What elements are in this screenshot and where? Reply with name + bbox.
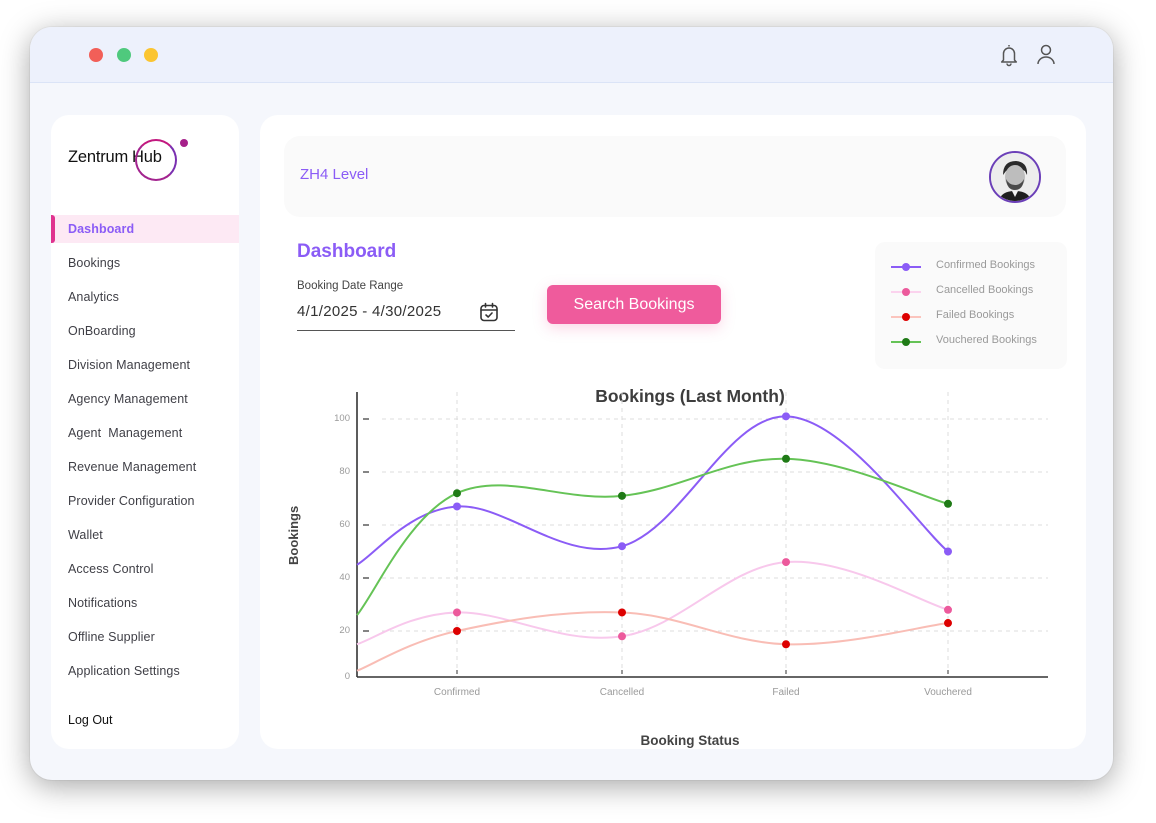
sidebar-nav: Dashboard Bookings Analytics OnBoarding … — [51, 215, 239, 691]
sidebar-item-application-settings[interactable]: Application Settings — [68, 664, 180, 678]
chart-title: Bookings (Last Month) — [595, 386, 785, 406]
legend-item-vouchered[interactable]: Vouchered Bookings — [891, 334, 1061, 350]
legend-item-cancelled[interactable]: Cancelled Bookings — [891, 284, 1061, 300]
main-panel: ZH4 Level Dashboard Booking Date Range 4… — [260, 115, 1086, 749]
y-axis-label: Bookings — [286, 505, 301, 565]
bell-icon[interactable] — [997, 42, 1021, 68]
y-tick-label: 0 — [344, 671, 350, 682]
page-title: Dashboard — [297, 241, 397, 262]
x-axis-label: Booking Status — [640, 733, 740, 748]
header-card: ZH4 Level — [284, 136, 1066, 217]
y-tick-label: 100 — [334, 413, 350, 424]
date-range-input[interactable]: 4/1/2025 - 4/30/2025 — [297, 298, 515, 331]
legend-label: Confirmed Bookings — [936, 259, 1036, 271]
date-range-value: 4/1/2025 - 4/30/2025 — [297, 303, 442, 320]
legend-swatch-vouchered-icon — [891, 338, 921, 346]
app-window: Zentrum Hub Dashboard Bookings Analytics … — [30, 27, 1113, 780]
sidebar-item-agent-management[interactable]: Agent Management — [68, 426, 183, 440]
zentrumhub-logo[interactable]: Zentrum Hub — [68, 137, 198, 183]
sidebar-item-onboarding[interactable]: OnBoarding — [68, 324, 136, 338]
x-tick-label: Cancelled — [599, 687, 645, 698]
minimize-window-button[interactable] — [117, 48, 131, 62]
chart-plot — [356, 392, 1048, 678]
level-label: ZH4 Level — [300, 166, 369, 183]
logout-button[interactable]: Log Out — [68, 713, 113, 727]
sidebar: Zentrum Hub Dashboard Bookings Analytics … — [51, 115, 239, 749]
y-tick-label: 20 — [339, 625, 350, 636]
sidebar-item-notifications[interactable]: Notifications — [68, 596, 138, 610]
user-icon[interactable] — [1034, 42, 1058, 68]
legend-label: Vouchered Bookings — [936, 334, 1037, 346]
chart-legend: Confirmed Bookings Cancelled Bookings Fa… — [875, 242, 1067, 369]
x-tick-label: Confirmed — [433, 687, 481, 698]
legend-item-confirmed[interactable]: Confirmed Bookings — [891, 259, 1061, 275]
legend-swatch-confirmed-icon — [891, 263, 921, 271]
legend-swatch-cancelled-icon — [891, 288, 921, 296]
x-tick-label: Failed — [772, 687, 800, 698]
sidebar-item-revenue-management[interactable]: Revenue Management — [68, 460, 197, 474]
logo-dot-icon — [180, 139, 188, 147]
x-tick-label: Vouchered — [924, 687, 972, 698]
y-tick-label: 40 — [339, 572, 350, 583]
sidebar-item-access-control[interactable]: Access Control — [68, 562, 154, 576]
legend-label: Failed Bookings — [936, 309, 1015, 321]
y-tick-label: 60 — [339, 519, 350, 530]
sidebar-item-dashboard[interactable]: Dashboard — [51, 215, 239, 243]
maximize-window-button[interactable] — [144, 48, 158, 62]
logo-ring-icon — [135, 139, 177, 181]
title-bar — [30, 27, 1113, 83]
sidebar-item-provider-configuration[interactable]: Provider Configuration — [68, 494, 195, 508]
y-tick-label: 80 — [339, 466, 350, 477]
sidebar-item-division-management[interactable]: Division Management — [68, 358, 191, 372]
sidebar-item-bookings[interactable]: Bookings — [68, 256, 121, 270]
close-window-button[interactable] — [89, 48, 103, 62]
sidebar-item-analytics[interactable]: Analytics — [68, 290, 119, 304]
date-range-label: Booking Date Range — [297, 280, 404, 292]
legend-swatch-failed-icon — [891, 313, 921, 321]
calendar-check-icon[interactable] — [478, 301, 500, 323]
search-bookings-button[interactable]: Search Bookings — [547, 285, 721, 324]
sidebar-item-wallet[interactable]: Wallet — [68, 528, 103, 542]
sidebar-item-agency-management[interactable]: Agency Management — [68, 392, 188, 406]
sidebar-item-offline-supplier[interactable]: Offline Supplier — [68, 630, 155, 644]
legend-item-failed[interactable]: Failed Bookings — [891, 309, 1061, 325]
bookings-chart: Bookings (Last Month) 0 20 40 60 80 100 Confi… — [286, 360, 1070, 748]
legend-label: Cancelled Bookings — [936, 284, 1034, 296]
user-avatar[interactable] — [989, 151, 1041, 203]
